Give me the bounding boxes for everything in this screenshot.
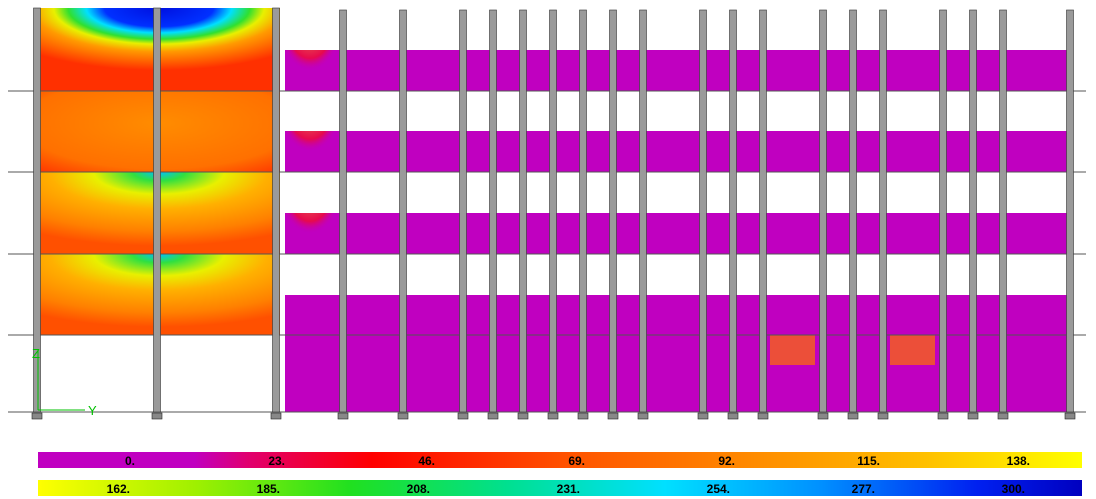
footing (152, 413, 162, 419)
wall-band (280, 168, 1074, 275)
footing (638, 413, 648, 419)
footing (458, 413, 468, 419)
contour-blob (280, 193, 340, 275)
axis-label: Z (32, 346, 40, 361)
legend-label: 0. (125, 454, 135, 468)
footing (848, 413, 858, 419)
axis-gizmo: Z Y (32, 346, 97, 418)
footing (608, 413, 618, 419)
footing (938, 413, 948, 419)
column (460, 10, 467, 412)
column (940, 10, 947, 412)
footing (1065, 413, 1075, 419)
contour-blob (1006, 5, 1074, 95)
footing (758, 413, 768, 419)
footing (398, 413, 408, 419)
axis-label: Y (88, 403, 97, 418)
legend-label: 23. (268, 454, 285, 468)
legend-label: 138. (1007, 454, 1030, 468)
legend-label: 92. (718, 454, 735, 468)
legend-label: 300. (1002, 482, 1025, 496)
legend-label: 277. (852, 482, 875, 496)
contour-blob (323, 275, 383, 315)
column (154, 8, 161, 412)
legend-label: 162. (107, 482, 130, 496)
column (400, 10, 407, 412)
footing (998, 413, 1008, 419)
footing (548, 413, 558, 419)
column (700, 10, 707, 412)
footing (878, 413, 888, 419)
legend-label: 115. (857, 454, 880, 468)
column (1000, 10, 1007, 412)
footing (32, 413, 42, 419)
footing (488, 413, 498, 419)
column (490, 10, 497, 412)
footing (698, 413, 708, 419)
contour-blob (280, 111, 340, 193)
column (273, 8, 280, 412)
footing (968, 413, 978, 419)
column (1067, 10, 1074, 412)
column (970, 10, 977, 412)
footing (818, 413, 828, 419)
footing (338, 413, 348, 419)
column (880, 10, 887, 412)
legend-label: 185. (257, 482, 280, 496)
footing (728, 413, 738, 419)
footing (578, 413, 588, 419)
contour-blob (1006, 86, 1074, 176)
column (850, 10, 857, 412)
legend-label: 46. (418, 454, 435, 468)
contour-blob (280, 30, 340, 112)
column (730, 10, 737, 412)
column (550, 10, 557, 412)
footing (271, 413, 281, 419)
contour-blob (1006, 168, 1074, 258)
legend-label: 208. (407, 482, 430, 496)
legend-label: 254. (707, 482, 730, 496)
column (640, 10, 647, 412)
contour-band (770, 335, 815, 365)
legend-label: 231. (557, 482, 580, 496)
column (610, 10, 617, 412)
column (520, 10, 527, 412)
footing (518, 413, 528, 419)
legend-label: 69. (568, 454, 585, 468)
wall-band (280, 5, 1074, 112)
wall-band (280, 86, 1074, 193)
contour-band (890, 335, 935, 365)
column (760, 10, 767, 412)
column (820, 10, 827, 412)
column (580, 10, 587, 412)
contour-view: Z Y 0. 23. 46. 69. 92. 115. 138. 162. 185. 208. 23… (0, 0, 1096, 499)
legend-bar (38, 452, 1082, 468)
column (340, 10, 347, 412)
